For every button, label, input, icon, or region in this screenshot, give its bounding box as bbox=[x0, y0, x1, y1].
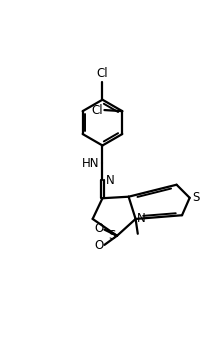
Text: O: O bbox=[94, 222, 103, 235]
Text: S: S bbox=[109, 229, 116, 242]
Text: N: N bbox=[106, 174, 114, 187]
Text: S: S bbox=[192, 191, 200, 204]
Text: N: N bbox=[137, 212, 145, 225]
Text: Cl: Cl bbox=[97, 67, 108, 80]
Text: HN: HN bbox=[82, 157, 99, 170]
Text: O: O bbox=[94, 239, 103, 252]
Text: Cl: Cl bbox=[92, 103, 103, 117]
